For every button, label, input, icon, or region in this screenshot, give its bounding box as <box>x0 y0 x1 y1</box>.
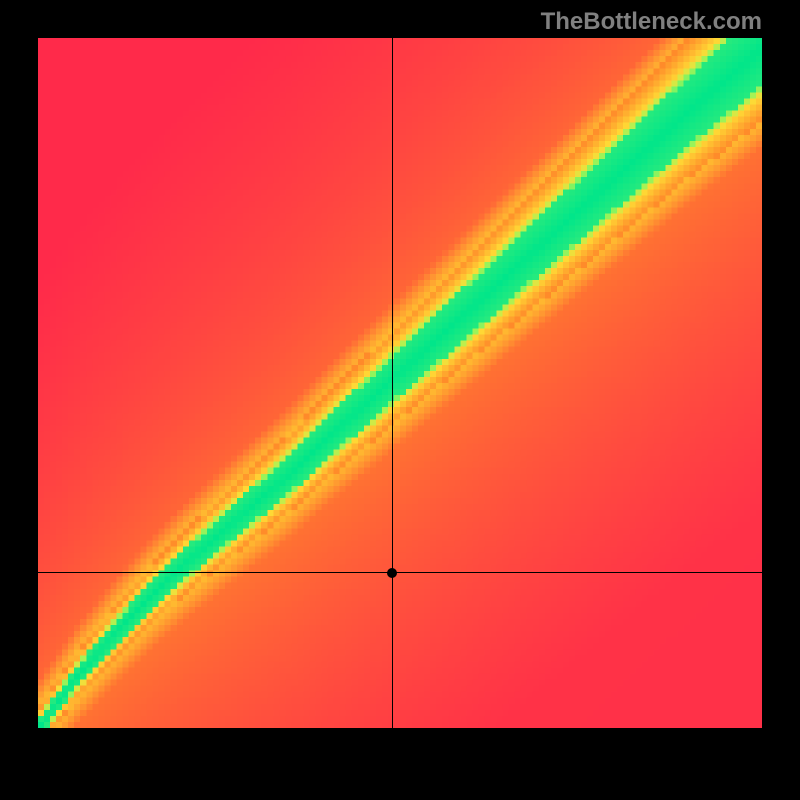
heatmap-canvas <box>38 38 762 728</box>
heatmap-plot <box>38 38 762 728</box>
crosshair-vertical <box>392 38 393 728</box>
crosshair-marker <box>387 568 397 578</box>
chart-container: TheBottleneck.com <box>0 0 800 800</box>
watermark-text: TheBottleneck.com <box>541 8 762 36</box>
crosshair-horizontal <box>38 572 762 573</box>
